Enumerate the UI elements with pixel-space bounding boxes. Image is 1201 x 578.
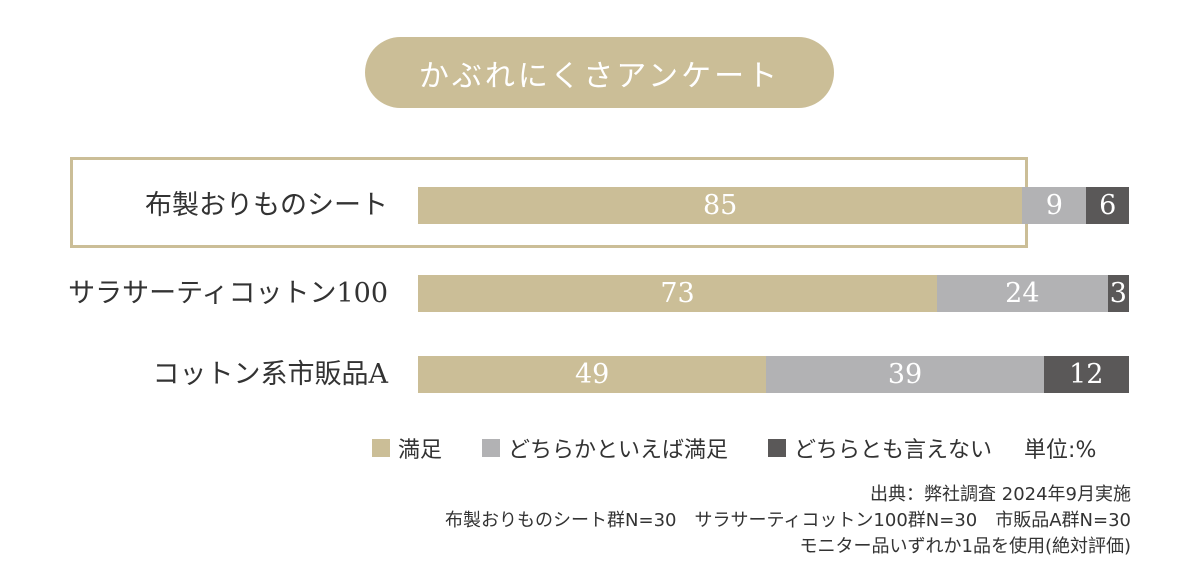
legend-label-somewhat: どちらかといえば満足 [508, 438, 729, 463]
category-label-1: サラサーティコットン100 [68, 278, 388, 309]
legend-item-neither: どちらとも言えない [768, 432, 992, 464]
legend-label-neither: どちらとも言えない [794, 438, 993, 463]
data-label-somewhat-2: 39 [887, 359, 923, 390]
legend: 満足 どちらかといえば満足 どちらとも言えない 単位:% [372, 430, 1096, 466]
category-label-0: 布製おりものシート [145, 190, 388, 221]
data-label-satisfied-1: 73 [660, 278, 695, 309]
data-label-neither-2: 12 [1069, 359, 1104, 390]
note-source: 出典：弊社調査 2024年9月実施 [870, 484, 1131, 505]
data-label-somewhat-1: 24 [1005, 278, 1040, 309]
chart-title: かぶれにくさアンケート [365, 37, 834, 108]
legend-item-satisfied: 満足 [372, 432, 442, 464]
legend-swatch-somewhat [482, 439, 501, 457]
unit-label: 単位:% [1024, 438, 1097, 463]
data-label-satisfied-2: 49 [575, 359, 610, 390]
bar-row-0: 85 9 6 [418, 187, 1129, 224]
legend-item-somewhat: どちらかといえば満足 [482, 432, 728, 464]
source-notes: 出典：弊社調査 2024年9月実施 布製おりものシート群N=30 サラサーティコ… [445, 482, 1131, 560]
legend-swatch-satisfied [372, 439, 390, 457]
bar-segment-somewhat-2: 39 [766, 356, 1044, 393]
note-sample-sizes: 布製おりものシート群N=30 サラサーティコットン100群N=30 市販品A群N… [445, 510, 1131, 531]
note-method: モニター品いずれか1品を使用(絶対評価) [799, 536, 1132, 557]
bar-segment-satisfied-1: 73 [418, 275, 938, 312]
bar-segment-satisfied-0: 85 [418, 187, 1023, 224]
data-label-neither-0: 6 [1099, 190, 1117, 221]
bar-segment-somewhat-1: 24 [937, 275, 1108, 312]
data-label-somewhat-0: 9 [1045, 190, 1063, 221]
bar-row-2: 49 39 12 [418, 356, 1129, 393]
legend-swatch-neither [768, 439, 787, 457]
bar-segment-satisfied-2: 49 [418, 356, 767, 393]
legend-label-satisfied: 満足 [398, 438, 443, 463]
bar-segment-neither-1: 3 [1107, 275, 1129, 312]
bar-row-1: 73 24 3 [418, 275, 1129, 312]
category-label-2: コットン系市販品A [152, 359, 389, 390]
bar-segment-neither-0: 6 [1086, 187, 1129, 224]
bar-segment-neither-2: 12 [1043, 356, 1129, 393]
data-label-neither-1: 3 [1109, 278, 1127, 309]
bar-segment-somewhat-0: 9 [1022, 187, 1087, 224]
data-label-satisfied-0: 85 [702, 190, 738, 221]
